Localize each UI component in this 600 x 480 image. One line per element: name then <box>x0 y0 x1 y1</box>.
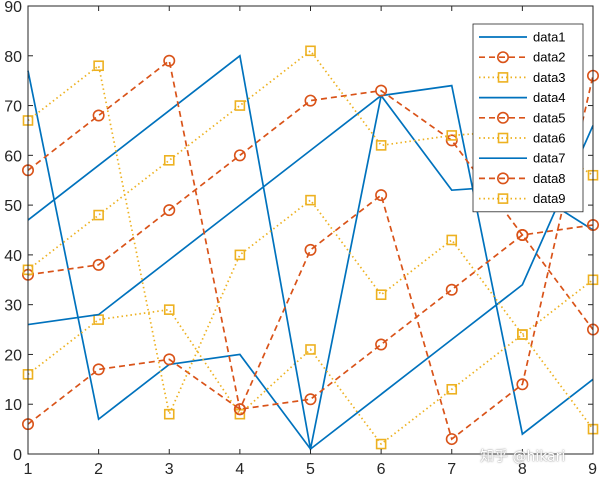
x-tick-label: 2 <box>94 461 103 478</box>
data-point-data5 <box>233 149 246 162</box>
data-point-data8 <box>375 189 388 202</box>
y-tick-label: 50 <box>4 198 22 215</box>
y-tick-label: 20 <box>4 347 22 364</box>
data-point-data6 <box>234 100 246 111</box>
legend: data1 data2 data3 data4 data5 data6 data7 data8… <box>472 23 584 213</box>
y-tick-label: 60 <box>4 148 22 165</box>
data-point-data3 <box>163 304 175 315</box>
data-point-data3 <box>305 344 316 355</box>
data-point-data5 <box>375 84 388 97</box>
legend-label-data4: data4 <box>533 90 566 105</box>
data-point-data5 <box>163 204 176 217</box>
data-point-data5 <box>304 94 317 107</box>
x-tick-label: 5 <box>306 461 315 478</box>
data-point-data6 <box>305 45 316 57</box>
data-point-data9 <box>446 234 458 246</box>
legend-marker-data6 <box>497 132 509 144</box>
data-point-data3 <box>93 314 104 325</box>
data-point-data6 <box>375 140 387 151</box>
x-tick-label: 6 <box>377 461 386 478</box>
legend-marker-data9 <box>497 193 509 204</box>
series-line-data9 <box>27 64 594 430</box>
x-tick-label: 1 <box>24 461 33 478</box>
legend-marker-data5 <box>496 111 509 124</box>
legend-label-data2: data2 <box>533 50 566 65</box>
legend-label-data7: data7 <box>533 151 566 166</box>
legend-label-data6: data6 <box>533 131 566 146</box>
data-point-data9 <box>93 60 104 72</box>
data-point-data6 <box>163 155 175 166</box>
y-tick-label: 30 <box>4 298 22 315</box>
x-tick-label: 9 <box>588 461 597 478</box>
data-point-data2 <box>92 363 105 376</box>
y-tick-label: 70 <box>4 99 22 116</box>
data-point-data9 <box>375 289 387 301</box>
legend-label-data3: data3 <box>533 70 566 85</box>
data-point-data2 <box>163 353 176 366</box>
data-point-data3 <box>375 438 387 450</box>
data-point-data3 <box>517 329 528 340</box>
data-point-data2 <box>304 393 317 406</box>
legend-label-data1: data1 <box>533 30 566 45</box>
data-point-data3 <box>446 383 458 395</box>
series-line-data3 <box>27 279 594 446</box>
data-point-data8 <box>445 433 458 446</box>
y-tick-label: 90 <box>4 0 22 16</box>
x-tick-label: 3 <box>165 461 174 478</box>
legend-marker-data8 <box>496 172 509 185</box>
data-point-data5 <box>516 228 529 241</box>
legend-marker-data3 <box>497 72 509 83</box>
legend-label-data9: data9 <box>533 191 566 206</box>
data-point-data2 <box>445 283 458 296</box>
watermark: 知乎 @hikari <box>480 449 566 465</box>
data-point-data8 <box>163 54 176 67</box>
legend-label-data5: data5 <box>533 110 566 125</box>
series-line-data2 <box>27 233 594 425</box>
x-tick-label: 7 <box>447 461 456 478</box>
data-point-data5 <box>92 258 105 271</box>
data-point-data9 <box>517 329 528 340</box>
data-point-data9 <box>163 408 175 420</box>
y-tick-label: 0 <box>13 447 22 464</box>
data-point-data9 <box>305 194 316 206</box>
data-point-data9 <box>234 249 246 261</box>
x-tick-label: 4 <box>235 461 244 478</box>
data-point-data6 <box>93 209 104 221</box>
data-point-data8 <box>516 378 529 391</box>
y-tick-label: 10 <box>4 397 22 414</box>
legend-marker-data2 <box>496 51 509 64</box>
data-point-data8 <box>304 243 317 256</box>
data-point-data8 <box>233 403 246 416</box>
y-tick-label: 80 <box>4 49 22 66</box>
data-point-data8 <box>92 109 105 122</box>
data-point-data6 <box>446 130 458 141</box>
data-point-data2 <box>375 338 388 351</box>
y-tick-label: 40 <box>4 248 22 265</box>
series-line-data8 <box>27 59 594 441</box>
legend-label-data8: data8 <box>533 171 566 186</box>
x-tick-label: 8 <box>518 461 527 478</box>
